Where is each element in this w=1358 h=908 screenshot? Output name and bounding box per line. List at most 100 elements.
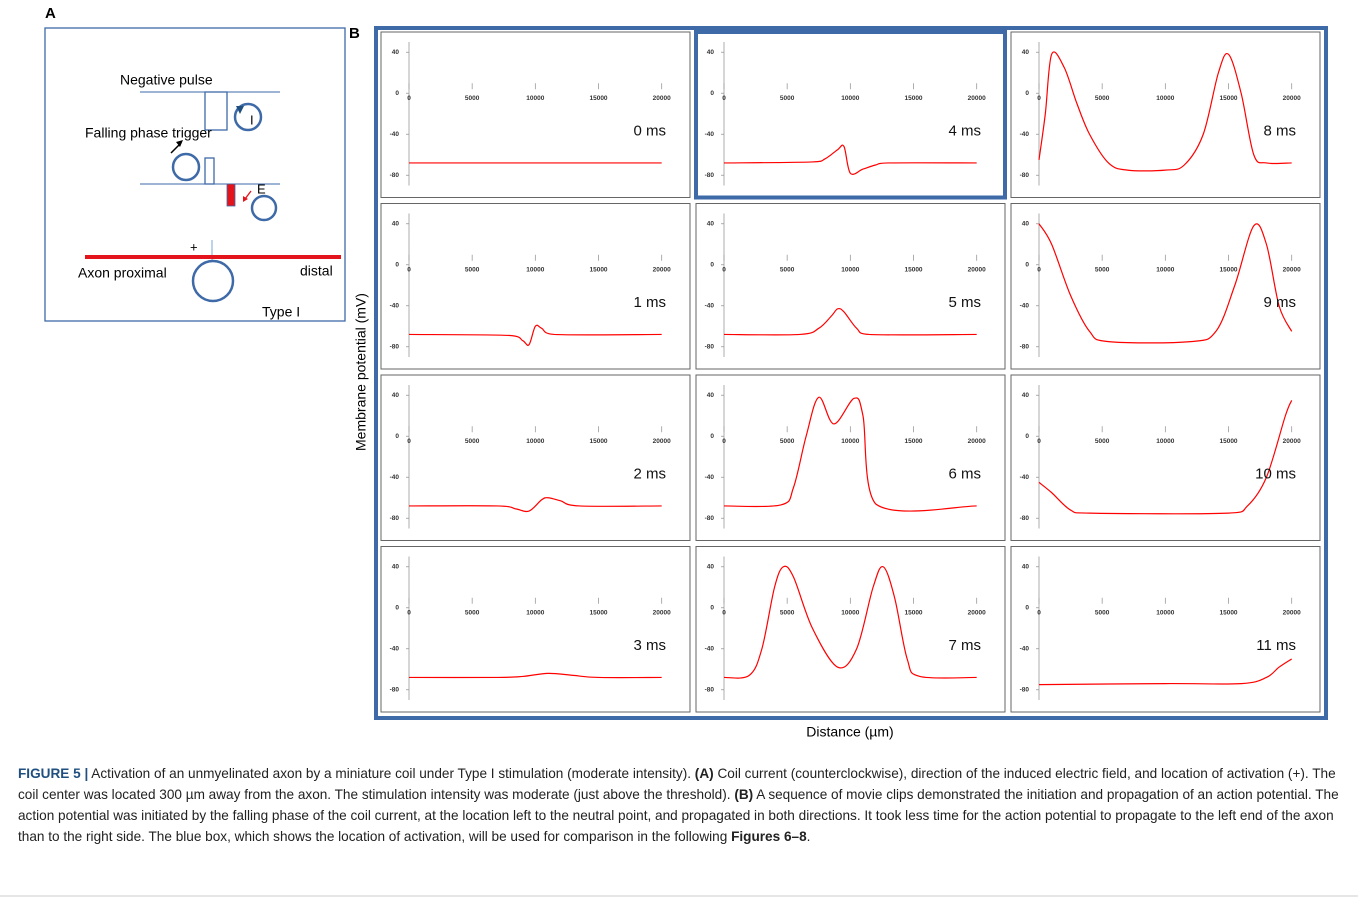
caption-label: FIGURE 5 | <box>18 766 89 781</box>
x-tick-label: 15000 <box>589 266 607 273</box>
y-tick-label: -40 <box>1020 474 1030 481</box>
y-tick-label: -80 <box>390 686 400 693</box>
x-tick-label: 0 <box>722 266 726 273</box>
x-tick-label: 5000 <box>780 95 795 102</box>
caption-text: (A) <box>694 766 714 781</box>
x-tick-label: 5000 <box>1095 95 1110 102</box>
cell-frame <box>695 546 1006 713</box>
y-tick-label: -80 <box>1020 686 1030 693</box>
pulse-rect <box>226 183 236 207</box>
x-tick-label: 5000 <box>1095 438 1110 445</box>
cell-frame <box>1010 546 1321 713</box>
y-tick-label: -40 <box>705 474 715 481</box>
x-axis-label: Distance (µm) <box>806 724 893 740</box>
line <box>1038 223 1293 344</box>
panel-label: A <box>45 5 56 22</box>
panel-a-frame <box>44 27 346 322</box>
y-tick-label: -40 <box>1020 131 1030 138</box>
caption-text: A sequence of movie clips demonstrated t… <box>18 787 1339 844</box>
y-tick-label: 0 <box>710 433 714 440</box>
line <box>723 396 977 512</box>
y-tick-label: 40 <box>392 563 400 570</box>
y-tick-label: 40 <box>392 392 400 399</box>
caption-text: Figures 6–8 <box>731 829 807 844</box>
y-tick-label: -80 <box>705 172 715 179</box>
x-tick-label: 20000 <box>1283 609 1301 616</box>
y-tick-label: -80 <box>390 172 400 179</box>
x-tick-label: 20000 <box>653 95 671 102</box>
panel-label: B <box>349 25 360 42</box>
x-tick-label: 5000 <box>465 95 480 102</box>
x-tick-label: 0 <box>407 95 411 102</box>
y-tick-label: -40 <box>390 302 400 309</box>
caption-text: Coil current (counterclockwise), directi… <box>18 766 1336 802</box>
line <box>408 497 662 513</box>
type-label: Type I <box>262 304 300 320</box>
field-label: E <box>257 181 266 196</box>
y-tick-label: -80 <box>1020 515 1030 522</box>
y-tick-label: -80 <box>1020 343 1030 350</box>
x-tick-label: 0 <box>722 438 726 445</box>
cell-frame <box>380 546 691 713</box>
x-tick-label: 0 <box>1037 266 1041 273</box>
x-tick-label: 15000 <box>904 609 922 616</box>
cell-frame <box>380 374 691 541</box>
y-tick-label: -80 <box>705 686 715 693</box>
x-tick-label: 5000 <box>780 266 795 273</box>
pulse-rect <box>204 157 215 185</box>
line <box>1038 658 1293 686</box>
distal-label: distal <box>300 263 333 279</box>
y-tick-label: -80 <box>1020 172 1030 179</box>
x-tick-label: 10000 <box>1156 609 1174 616</box>
time-label: 9 ms <box>1263 294 1296 311</box>
x-tick-label: 10000 <box>1156 438 1174 445</box>
y-tick-label: 40 <box>707 220 715 227</box>
y-tick-label: 0 <box>395 433 399 440</box>
line <box>723 144 977 175</box>
x-tick-label: 15000 <box>1219 609 1237 616</box>
x-tick-label: 15000 <box>589 609 607 616</box>
y-tick-label: -80 <box>390 343 400 350</box>
arrowhead <box>243 196 248 202</box>
y-tick-label: 40 <box>1022 220 1030 227</box>
time-label: 0 ms <box>633 122 666 139</box>
y-tick-label: 40 <box>1022 49 1030 56</box>
time-label: 6 ms <box>948 465 981 482</box>
cell-frame <box>695 203 1006 370</box>
coil <box>250 194 278 222</box>
x-tick-label: 15000 <box>1219 266 1237 273</box>
time-label: 4 ms <box>948 122 981 139</box>
y-tick-label: 0 <box>710 90 714 97</box>
x-tick-label: 10000 <box>841 438 859 445</box>
x-tick-label: 20000 <box>653 609 671 616</box>
coil <box>233 102 263 132</box>
x-tick-label: 10000 <box>841 609 859 616</box>
x-tick-label: 10000 <box>526 266 544 273</box>
highlight-box <box>694 30 1007 200</box>
x-tick-label: 10000 <box>841 95 859 102</box>
y-tick-label: 0 <box>1025 604 1029 611</box>
field-arrow <box>244 190 252 200</box>
cell-frame <box>695 374 1006 541</box>
cell-frame <box>1010 374 1321 541</box>
time-label: 7 ms <box>948 637 981 654</box>
x-tick-label: 5000 <box>780 438 795 445</box>
x-tick-label: 20000 <box>968 266 986 273</box>
y-tick-label: 0 <box>710 604 714 611</box>
x-tick-label: 10000 <box>841 266 859 273</box>
y-tick-label: 40 <box>707 392 715 399</box>
cell-frame <box>1010 203 1321 370</box>
current-label: I <box>250 112 254 127</box>
x-tick-label: 20000 <box>653 266 671 273</box>
x-tick-label: 5000 <box>1095 609 1110 616</box>
line <box>408 672 662 679</box>
panel-b-frame <box>374 26 1328 720</box>
negative-pulse-label: Negative pulse <box>120 72 213 88</box>
x-tick-label: 5000 <box>465 609 480 616</box>
x-tick-label: 20000 <box>1283 266 1301 273</box>
plus-label: + <box>190 239 198 254</box>
x-tick-label: 5000 <box>780 609 795 616</box>
figure: A Negative pulse I Falling phase trigger… <box>44 5 1328 740</box>
cell-frame <box>1010 31 1321 198</box>
